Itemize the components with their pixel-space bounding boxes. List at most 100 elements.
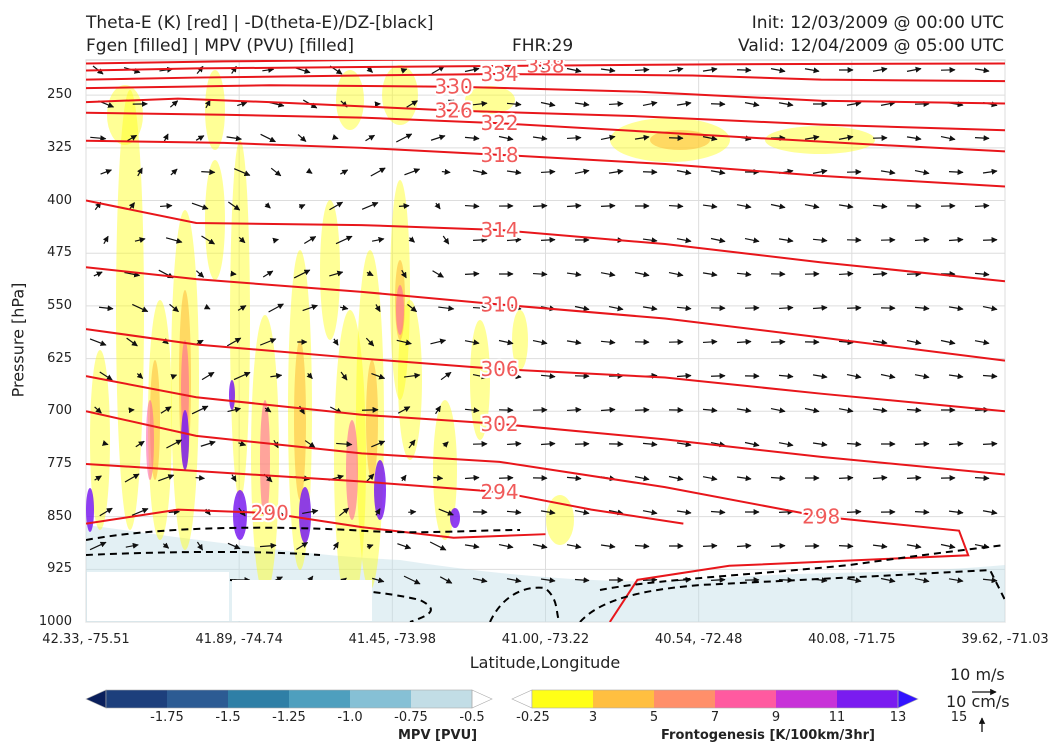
wind-vector bbox=[472, 373, 488, 380]
wind-vector bbox=[293, 269, 311, 279]
wind-vector bbox=[770, 407, 786, 414]
wind-vector bbox=[226, 337, 242, 347]
wind-vector bbox=[439, 576, 453, 584]
wind-vector bbox=[676, 305, 692, 312]
grid-lines bbox=[85, 60, 1006, 623]
wind-vector bbox=[506, 101, 522, 108]
wind-vector bbox=[227, 542, 241, 550]
theta-e-contour-label: 290 bbox=[251, 501, 289, 525]
wind-vector bbox=[778, 304, 794, 311]
wind-vector bbox=[642, 509, 658, 516]
wind-vector bbox=[838, 339, 854, 346]
fgen-colorbar-tick-label: 5 bbox=[649, 710, 659, 725]
wind-vector bbox=[169, 303, 179, 313]
wind-vector bbox=[736, 338, 752, 345]
ref-vector-w-label: 10 cm/s bbox=[946, 692, 1010, 711]
theta-e-contour-label: 322 bbox=[480, 111, 518, 135]
theta-e-contour-label: 306 bbox=[480, 357, 518, 381]
theta-e-contour bbox=[86, 266, 1005, 362]
wind-vector bbox=[914, 577, 930, 584]
wind-vector bbox=[642, 441, 658, 448]
wind-vector bbox=[169, 100, 179, 108]
wind-vector bbox=[566, 475, 582, 482]
wind-vector bbox=[366, 270, 374, 277]
wind-vector bbox=[532, 202, 548, 209]
fgen-colorbar-tick-label: 13 bbox=[889, 710, 907, 725]
wind-vector bbox=[574, 305, 590, 312]
wind-vector bbox=[371, 373, 386, 380]
wind-vector bbox=[398, 203, 410, 210]
mpv-colorbar-tick-label: -1.0 bbox=[337, 710, 363, 725]
wind-vector bbox=[134, 237, 146, 243]
wind-vector bbox=[230, 474, 237, 482]
theta-e-contour-label: 326 bbox=[435, 99, 473, 123]
wind-vector bbox=[298, 204, 306, 210]
wind-vector bbox=[974, 339, 990, 346]
wind-vector bbox=[574, 101, 590, 108]
wind-vector bbox=[778, 441, 794, 448]
y-tick-label: 775 bbox=[47, 455, 72, 471]
y-tick-label: 400 bbox=[47, 192, 72, 208]
wind-vector bbox=[238, 236, 246, 244]
wind-vector bbox=[634, 134, 650, 141]
wind-vector bbox=[442, 235, 450, 245]
wind-vector bbox=[270, 372, 283, 379]
theta-e-contour-label: 330 bbox=[435, 75, 473, 99]
wind-vector bbox=[408, 509, 417, 516]
theta-e-contour bbox=[86, 199, 1005, 283]
wind-vector bbox=[237, 101, 248, 107]
wind-vector bbox=[262, 66, 275, 73]
wind-vector bbox=[736, 271, 752, 278]
y-tick-label: 625 bbox=[47, 350, 72, 366]
y-tick-label: 250 bbox=[47, 87, 72, 103]
forecast-hour: FHR:29 bbox=[512, 36, 574, 56]
wind-vector bbox=[642, 576, 658, 583]
wind-vector bbox=[270, 167, 282, 177]
mpv-colorbar-extend-low bbox=[85, 689, 107, 709]
wind-vector bbox=[846, 508, 862, 515]
wind-vector bbox=[464, 339, 480, 346]
wind-vector bbox=[676, 441, 692, 448]
wind-vector bbox=[433, 474, 444, 481]
wind-vector bbox=[906, 474, 922, 481]
dthetae-dz-contour bbox=[599, 544, 1005, 591]
wind-vector bbox=[532, 271, 548, 278]
wind-vector bbox=[506, 373, 522, 380]
wind-vector bbox=[710, 237, 726, 244]
wind-vector bbox=[472, 236, 488, 243]
wind-vector bbox=[429, 541, 447, 551]
wind-vector bbox=[406, 100, 418, 108]
wind-vector bbox=[574, 509, 590, 516]
wind-vector bbox=[403, 575, 421, 585]
wind-vector bbox=[702, 542, 718, 549]
wind-vector bbox=[102, 235, 109, 245]
wind-vector bbox=[880, 169, 896, 176]
wind-vector bbox=[160, 406, 172, 414]
fgen-colorbar-swatch bbox=[715, 690, 777, 708]
wind-vector bbox=[540, 509, 556, 516]
wind-vector bbox=[204, 99, 211, 109]
wind-vector bbox=[264, 406, 272, 413]
wind-vector bbox=[778, 237, 794, 244]
vector-reference bbox=[972, 688, 997, 732]
wind-vector bbox=[238, 440, 247, 447]
theta-e-contour bbox=[86, 328, 1005, 413]
wind-vector bbox=[90, 135, 107, 142]
wind-vector bbox=[812, 373, 828, 380]
mpv-colorbar-frame bbox=[105, 689, 473, 709]
wind-vector bbox=[498, 135, 514, 142]
wind-vector bbox=[812, 237, 828, 244]
wind-vector bbox=[812, 304, 828, 311]
wind-vector bbox=[264, 202, 271, 209]
wind-vector bbox=[196, 541, 204, 551]
wind-vector bbox=[642, 305, 658, 312]
theta-e-contour bbox=[86, 462, 684, 525]
wind-vector bbox=[906, 66, 922, 73]
wind-vector bbox=[676, 509, 692, 516]
wind-vector bbox=[162, 133, 169, 143]
wind-vector bbox=[872, 407, 888, 414]
fgen-colorbar-extend-low bbox=[511, 689, 533, 709]
wind-vector bbox=[226, 135, 242, 142]
wind-vector bbox=[195, 135, 205, 142]
fgen-blob bbox=[181, 410, 189, 470]
